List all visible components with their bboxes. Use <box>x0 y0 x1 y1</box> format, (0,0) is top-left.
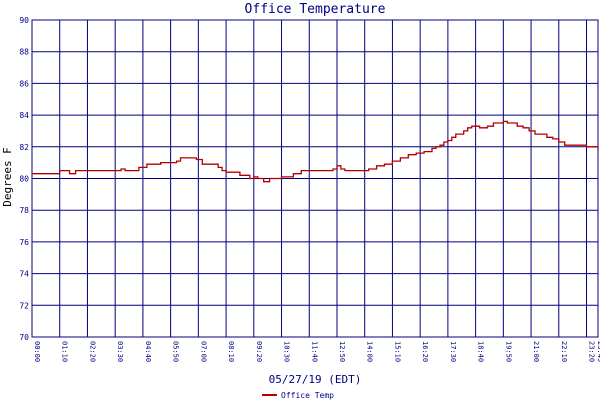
plot-area <box>31 19 599 338</box>
grid-lines <box>31 19 599 338</box>
x-tick-label: 17:30 <box>449 341 457 362</box>
x-tick-label: 12:50 <box>338 341 346 362</box>
x-tick-label: 15:10 <box>393 341 401 362</box>
y-tick-label: 78 <box>19 206 29 215</box>
x-tick-label: 23:20 <box>588 341 596 362</box>
x-tick-label: 14:00 <box>366 341 374 362</box>
x-tick-label: 07:00 <box>199 341 207 362</box>
y-tick-label: 74 <box>19 270 29 279</box>
x-tick-label: 09:20 <box>255 341 263 362</box>
y-tick-label: 82 <box>19 143 29 152</box>
y-tick-label: 76 <box>19 238 29 247</box>
series-line-office-temp <box>32 120 599 183</box>
y-tick-label: 80 <box>19 175 29 184</box>
y-axis-tick-labels: 70 72 74 76 78 80 82 84 86 88 90 <box>19 16 29 342</box>
x-tick-label: 03:30 <box>116 341 124 362</box>
y-tick-label: 72 <box>19 301 29 310</box>
x-tick-label: 02:20 <box>88 341 96 362</box>
x-axis-tick-labels: 00:00 01:10 02:20 03:30 04:40 05:50 07:00 08:10… <box>33 341 600 362</box>
x-tick-label: 18:40 <box>477 341 485 362</box>
x-tick-label: 05:50 <box>172 341 180 362</box>
x-tick-label: 10:30 <box>283 341 291 362</box>
x-tick-label: 21:00 <box>532 341 540 362</box>
y-tick-label: 86 <box>19 79 29 88</box>
y-tick-label: 84 <box>19 111 29 120</box>
chart-title: Office Temperature <box>245 2 386 17</box>
x-tick-label: 22:10 <box>560 341 568 362</box>
x-tick-label: 11:40 <box>310 341 318 362</box>
y-axis-label: Degrees F <box>1 147 14 207</box>
legend: Office Temp <box>262 391 334 400</box>
legend-label: Office Temp <box>281 391 334 400</box>
x-axis-label: 05/27/19 (EDT) <box>269 373 362 386</box>
x-tick-label: 04:40 <box>144 341 152 362</box>
x-tick-label: 01:10 <box>61 341 69 362</box>
y-tick-label: 70 <box>19 333 29 342</box>
x-tick-label: 16:20 <box>421 341 429 362</box>
x-tick-label: 23:49 <box>596 341 600 362</box>
x-tick-label: 00:00 <box>33 341 41 362</box>
y-tick-label: 90 <box>19 16 29 25</box>
y-tick-label: 88 <box>19 48 29 57</box>
x-tick-label: 08:10 <box>227 341 235 362</box>
x-tick-label: 19:50 <box>504 341 512 362</box>
